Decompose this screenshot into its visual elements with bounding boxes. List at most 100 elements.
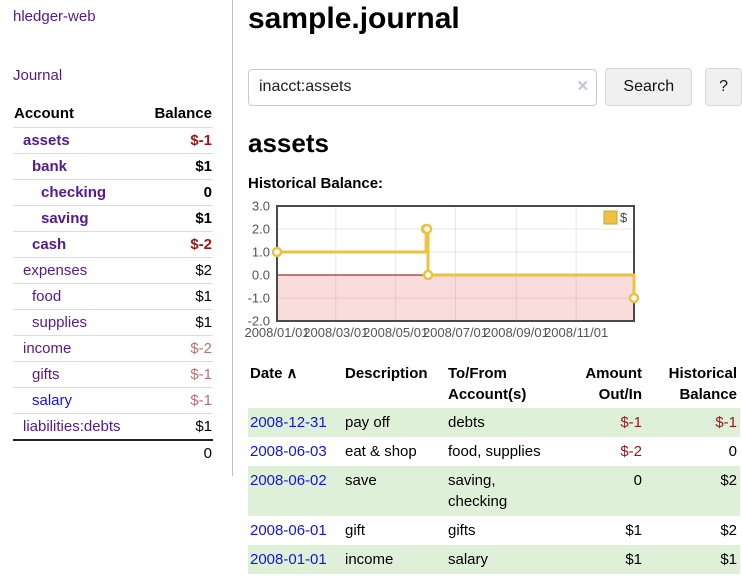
txn-amount: $1 — [625, 551, 642, 568]
account-row: salary $-1 — [13, 387, 213, 414]
register-row: 2008-06-01 gift gifts $1 $2 — [248, 516, 740, 545]
x-tick-label: 2008/05/01 — [363, 325, 428, 340]
account-link-gifts[interactable]: gifts — [32, 366, 60, 383]
account-balance: $-2 — [141, 335, 213, 362]
account-row: assets $-1 — [13, 127, 213, 154]
y-tick-label: 3.0 — [252, 199, 270, 214]
register-header-row: Date ∧ Description To/From Account(s) Amo… — [248, 360, 740, 408]
account-link-supplies[interactable]: supplies — [32, 314, 88, 331]
account-link-salary[interactable]: salary — [32, 392, 73, 409]
account-link-food[interactable]: food — [32, 288, 62, 305]
data-point-marker — [628, 292, 640, 304]
data-point-marker — [271, 246, 283, 258]
brand-link[interactable]: hledger-web — [13, 8, 96, 25]
txn-description: eat & shop — [345, 443, 417, 460]
search-button[interactable]: Search — [605, 68, 693, 106]
account-row: checking 0 — [13, 179, 213, 206]
account-row: gifts $-1 — [13, 361, 213, 388]
account-row: expenses $2 — [13, 257, 213, 284]
accounts-header-balance: Balance — [141, 101, 213, 128]
x-tick-label: 2008/03/01 — [303, 325, 368, 340]
y-tick-label: 1.0 — [252, 245, 270, 260]
account-balance: $-2 — [141, 231, 213, 258]
txn-date-link[interactable]: 2008-01-01 — [250, 551, 327, 568]
txn-description: pay off — [345, 414, 390, 431]
account-balance: $2 — [141, 257, 213, 284]
account-link-bank[interactable]: bank — [32, 158, 68, 175]
register-row: 2008-12-31 pay off debts $-1 $-1 — [248, 408, 740, 437]
txn-balance: $2 — [720, 522, 737, 539]
nav-journal-link[interactable]: Journal — [13, 67, 63, 84]
chart-title: Historical Balance: — [248, 175, 384, 192]
account-balance: $1 — [141, 153, 213, 180]
sidebar: hledger-web Journal Account Balance asse… — [0, 0, 233, 476]
sort-asc-icon: ∧ — [286, 365, 298, 382]
accounts-total-balance: 0 — [141, 439, 213, 466]
account-row: bank $1 — [13, 153, 213, 180]
y-tick-label: 2.0 — [252, 222, 270, 237]
register-row: 2008-06-02 save saving, checking 0 $2 — [248, 466, 740, 516]
account-balance: 0 — [141, 179, 213, 206]
x-tick-label: 2008/01/01 — [244, 325, 309, 340]
txn-date-link[interactable]: 2008-06-02 — [250, 472, 327, 489]
register-header-amount: Amount Out/In — [585, 365, 642, 403]
data-point-marker — [421, 223, 433, 235]
txn-description: income — [345, 551, 394, 568]
txn-accounts: salary — [448, 551, 489, 568]
account-balance: $1 — [195, 418, 212, 435]
y-tick-label: 0.0 — [252, 268, 270, 283]
txn-balance: $2 — [720, 472, 737, 489]
register-row: 2008-06-03 eat & shop food, supplies $-2… — [248, 437, 740, 466]
account-link-cash[interactable]: cash — [32, 236, 67, 253]
account-link-expenses[interactable]: expenses — [23, 262, 88, 279]
txn-date-link[interactable]: 2008-12-31 — [250, 414, 327, 431]
account-row: saving $1 — [13, 205, 213, 232]
account-row: food $1 — [13, 283, 213, 310]
plot-border — [276, 205, 635, 322]
account-link-assets[interactable]: assets — [23, 132, 70, 149]
register-header-date[interactable]: Date ∧ — [250, 365, 298, 382]
account-link-income[interactable]: income — [23, 340, 72, 357]
register-row: 2008-01-01 income salary $1 $1 — [248, 545, 740, 574]
accounts-header-row: Account Balance — [13, 101, 213, 128]
account-row: income $-2 — [13, 335, 213, 362]
negative-region — [277, 275, 634, 321]
account-balance: $1 — [141, 283, 213, 310]
search-help-button[interactable]: ? — [705, 68, 742, 106]
txn-balance: 0 — [728, 443, 737, 460]
txn-description: save — [345, 472, 377, 489]
txn-accounts: food, supplies — [448, 443, 541, 460]
txn-amount: $-1 — [620, 414, 642, 431]
page-title: sample.journal — [248, 2, 460, 35]
txn-balance: $1 — [720, 551, 737, 568]
txn-accounts: debts — [448, 414, 485, 431]
legend-swatch — [603, 210, 618, 225]
clear-search-icon[interactable]: × — [577, 75, 589, 97]
txn-date-link[interactable]: 2008-06-01 — [250, 522, 327, 539]
register-header-accounts: To/From Account(s) — [448, 365, 527, 403]
y-tick-label: -1.0 — [248, 291, 270, 306]
account-heading: assets — [248, 128, 329, 158]
account-link-saving[interactable]: saving — [41, 210, 89, 227]
search-input[interactable] — [248, 68, 598, 106]
search-input-wrap: × — [248, 68, 598, 106]
search-bar: × Search ? — [248, 68, 742, 106]
register-header-description: Description — [345, 365, 428, 382]
register-table: Date ∧ Description To/From Account(s) Amo… — [248, 360, 740, 574]
txn-accounts: saving, checking — [448, 472, 508, 510]
accounts-header-account: Account — [13, 101, 142, 128]
accounts-total-row: 0 — [13, 439, 213, 466]
y-tick-label: -2.0 — [248, 314, 270, 329]
account-balance: $-1 — [141, 387, 213, 414]
accounts-table: Account Balance assets $-1 bank $1 check… — [13, 101, 213, 466]
txn-date-link[interactable]: 2008-06-03 — [250, 443, 327, 460]
x-tick-label: 2008/09/01 — [484, 325, 549, 340]
x-tick-label: 2008/11/01 — [544, 325, 608, 340]
account-link-liabilities-debts[interactable]: liabilities:debts — [23, 418, 121, 435]
txn-amount: $1 — [625, 522, 642, 539]
main-content: sample.journal × Search ? assets Histori… — [244, 0, 742, 574]
txn-accounts: gifts — [448, 522, 476, 539]
account-link-checking[interactable]: checking — [41, 184, 107, 201]
data-point-marker — [422, 269, 434, 281]
